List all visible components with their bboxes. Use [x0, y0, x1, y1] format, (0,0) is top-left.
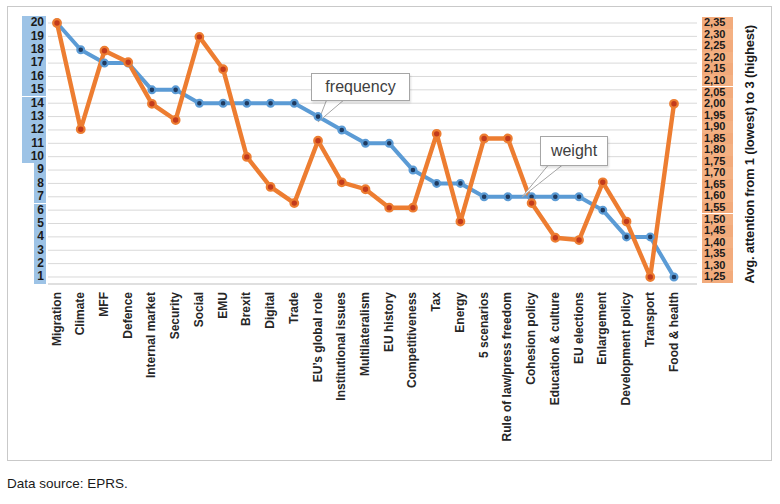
frequency-callout-label: frequency	[325, 78, 395, 96]
weight-point	[77, 125, 85, 133]
frequency-point	[481, 193, 488, 200]
weight-callout: weight	[540, 136, 608, 166]
weight-point	[196, 33, 204, 41]
frequency-point	[243, 100, 250, 107]
weight-point	[552, 234, 560, 242]
frequency-point	[623, 233, 630, 240]
frequency-point	[338, 127, 345, 134]
frequency-point	[576, 193, 583, 200]
frequency-point	[315, 113, 322, 120]
frequency-point	[647, 233, 654, 240]
weight-point	[623, 218, 631, 226]
frequency-point	[599, 207, 606, 214]
frequency-point	[671, 274, 678, 281]
frequency-point	[196, 100, 203, 107]
weight-point	[267, 183, 275, 191]
weight-point	[646, 273, 654, 281]
frequency-point	[410, 167, 417, 174]
frequency-point	[172, 86, 179, 93]
frequency-point	[457, 180, 464, 187]
weight-point	[291, 199, 299, 207]
frequency-callout: frequency	[311, 73, 410, 101]
weight-point	[504, 135, 512, 143]
frequency-point	[77, 46, 84, 53]
frequency-point	[267, 100, 274, 107]
weight-point	[124, 58, 132, 66]
figure: 20191817161514131211109876543212,352,302…	[0, 0, 780, 504]
frequency-point	[433, 180, 440, 187]
weight-point	[219, 65, 227, 73]
weight-point	[172, 116, 180, 124]
frequency-point	[504, 193, 511, 200]
frequency-point	[220, 100, 227, 107]
weight-callout-label: weight	[551, 142, 597, 160]
weight-point	[385, 204, 393, 212]
weight-point	[599, 179, 607, 187]
weight-point	[480, 135, 488, 143]
weight-point	[433, 130, 441, 138]
weight-point	[409, 204, 417, 212]
frequency-point	[149, 86, 156, 93]
frequency-point	[552, 193, 559, 200]
weight-point	[670, 100, 678, 108]
weight-point	[101, 47, 109, 55]
weight-point	[528, 199, 536, 207]
weight-point	[338, 179, 346, 187]
weight-point	[314, 137, 322, 145]
weight-point	[148, 100, 156, 108]
frequency-point	[101, 60, 108, 67]
weight-point	[243, 153, 251, 161]
weight-callout-pointer	[522, 163, 565, 197]
weight-point	[575, 236, 583, 244]
frequency-point	[362, 140, 369, 147]
frequency-point	[291, 100, 298, 107]
weight-point	[53, 19, 61, 27]
weight-point	[457, 218, 465, 226]
frequency-point	[386, 140, 393, 147]
weight-point	[362, 185, 370, 193]
